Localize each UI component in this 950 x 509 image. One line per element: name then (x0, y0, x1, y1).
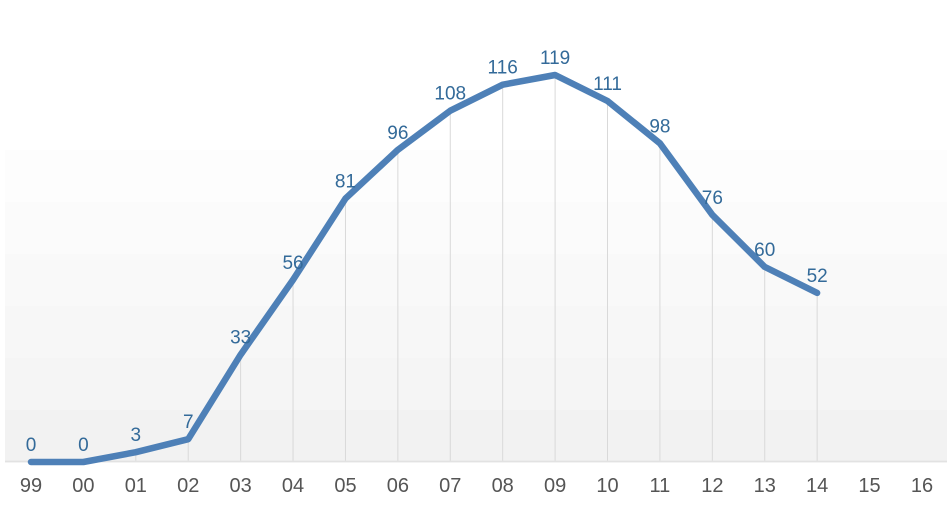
data-label: 33 (230, 328, 251, 349)
data-label: 0 (26, 435, 37, 456)
data-label: 111 (593, 74, 622, 95)
x-axis-label: 04 (282, 475, 304, 497)
x-axis-label: 99 (20, 475, 42, 497)
plot-band (5, 202, 947, 254)
x-axis-label: 13 (754, 475, 776, 497)
plot-band (5, 306, 947, 358)
data-label: 56 (282, 253, 303, 274)
x-axis-label: 02 (177, 475, 199, 497)
data-label: 81 (335, 172, 356, 193)
data-label: 96 (387, 123, 408, 144)
data-label: 52 (807, 266, 828, 287)
data-label: 76 (702, 188, 723, 209)
data-series-line (27, 71, 821, 466)
data-label: 7 (183, 412, 194, 433)
x-axis-label: 07 (439, 475, 461, 497)
data-label: 60 (754, 240, 775, 261)
x-axis-label: 06 (387, 475, 409, 497)
x-axis-label: 15 (858, 475, 880, 497)
x-axis-label: 16 (911, 475, 933, 497)
plot-band (5, 410, 947, 461)
x-axis-label: 14 (806, 475, 828, 497)
plot-band (5, 358, 947, 410)
plot-band (5, 150, 947, 202)
x-axis-label: 09 (544, 475, 566, 497)
x-axis-line (5, 460, 947, 463)
data-label: 0 (78, 435, 89, 456)
x-axis-label: 12 (701, 475, 723, 497)
x-axis-label: 10 (596, 475, 618, 497)
x-axis-label: 01 (125, 475, 147, 497)
x-axis-label: 03 (230, 475, 252, 497)
data-label: 108 (434, 84, 466, 105)
data-label: 98 (649, 116, 670, 137)
x-axis-label: 08 (492, 475, 514, 497)
data-label: 119 (540, 48, 570, 69)
x-axis-label: 05 (334, 475, 356, 497)
data-label: 3 (131, 425, 142, 446)
x-axis-label: 00 (72, 475, 94, 497)
data-label: 116 (488, 58, 518, 79)
x-axis-label: 11 (650, 475, 671, 497)
